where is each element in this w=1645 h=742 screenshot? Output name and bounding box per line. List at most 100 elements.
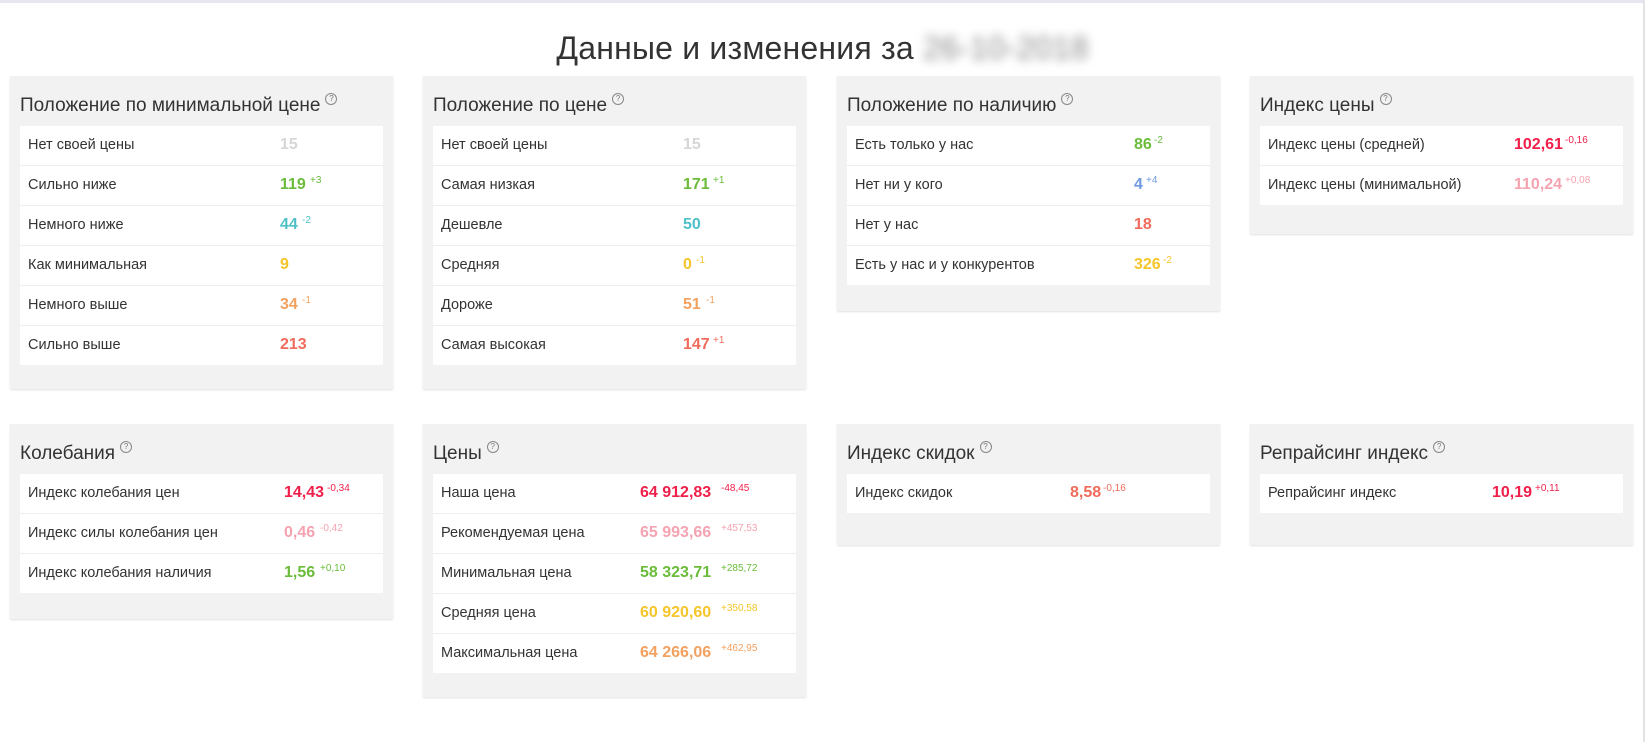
metric-delta: +350,58 xyxy=(721,603,758,614)
metric-label: Нет своей цены xyxy=(441,137,548,153)
metric-label: Есть только у нас xyxy=(855,137,974,153)
metric-row: Индекс колебания наличия 1,56 +0,10 xyxy=(20,554,383,593)
metric-delta: +3 xyxy=(310,175,322,186)
metric-value: 10,19 xyxy=(1492,484,1533,501)
metric-delta: -0,16 xyxy=(1565,135,1588,146)
metric-delta: +1 xyxy=(713,335,725,346)
panel-prices: Цены? Наша цена 64 912,83 -48,45 Рекоменду… xyxy=(423,424,806,697)
panel-title-text: Колебания xyxy=(20,443,116,464)
metric-value: 15 xyxy=(683,136,701,153)
metric-row: Дешевле 50 xyxy=(433,206,796,246)
panel-title: Цены? xyxy=(433,441,499,465)
panel-title: Положение по цене? xyxy=(433,93,625,117)
metric-row: Индекс колебания цен 14,43 -0,34 xyxy=(20,474,383,514)
metric-label: Сильно ниже xyxy=(28,177,117,193)
metric-label: Средняя xyxy=(441,257,500,273)
metric-list: Индекс цены (средней) 102,61 -0,16 Индекс … xyxy=(1260,126,1623,205)
panel-min-price-position: Положение по минимальной цене? Нет своей… xyxy=(10,76,393,389)
metric-value: 4 xyxy=(1134,176,1143,193)
metric-value: 15 xyxy=(280,136,298,153)
panel-repricing-index: Репрайсинг индекс? Репрайсинг индекс 10,1… xyxy=(1250,424,1633,545)
metric-delta: -2 xyxy=(302,215,311,226)
page-title: Данные и изменения за 26-10-2018 xyxy=(0,30,1645,67)
metric-value: 51 xyxy=(683,296,701,313)
panel-title: Индекс скидок? xyxy=(847,441,992,465)
metric-row: Как минимальная 9 xyxy=(20,246,383,286)
metric-row: Индекс цены (средней) 102,61 -0,16 xyxy=(1260,126,1623,166)
panel-title: Индекс цены? xyxy=(1260,93,1392,117)
metric-value: 60 920,60 xyxy=(640,604,712,621)
page-title-text: Данные и изменения за xyxy=(556,30,914,66)
metric-value: 58 323,71 xyxy=(640,564,712,581)
metric-value: 0 xyxy=(683,256,692,273)
panel-title-text: Положение по наличию xyxy=(847,95,1057,116)
metric-delta: -0,34 xyxy=(327,483,350,494)
panel-price-position: Положение по цене? Нет своей цены 15 Сама… xyxy=(423,76,806,389)
metric-label: Наша цена xyxy=(441,485,516,501)
metric-row: Есть у нас и у конкурентов 326 -2 xyxy=(847,246,1210,285)
help-icon[interactable]: ? xyxy=(325,93,338,105)
metric-value: 50 xyxy=(683,216,701,233)
metric-row: Сильно ниже 119 +3 xyxy=(20,166,383,206)
metric-delta: -1 xyxy=(302,295,311,306)
metric-value: 147 xyxy=(683,336,710,353)
metric-label: Индекс колебания цен xyxy=(28,485,180,501)
metric-label: Нет ни у кого xyxy=(855,177,943,193)
help-icon[interactable]: ? xyxy=(1379,93,1392,105)
metric-list: Индекс скидок 8,58 -0,16 xyxy=(847,474,1210,513)
metric-label: Нет у нас xyxy=(855,217,919,233)
metric-list: Нет своей цены 15 Сильно ниже 119 +3 Немног… xyxy=(20,126,383,365)
help-icon[interactable]: ? xyxy=(979,441,992,453)
metric-value: 14,43 xyxy=(284,484,325,501)
metric-delta: -0,42 xyxy=(320,523,343,534)
metric-label: Минимальная цена xyxy=(441,565,572,581)
metric-label: Рекомендуемая цена xyxy=(441,525,585,541)
metric-row: Средняя 0 -1 xyxy=(433,246,796,286)
help-icon[interactable]: ? xyxy=(120,441,133,453)
help-icon[interactable]: ? xyxy=(1433,441,1446,453)
panel-title-text: Репрайсинг индекс xyxy=(1260,443,1429,464)
panel-title-text: Положение по минимальной цене xyxy=(20,95,321,116)
metric-row: Нет у нас 18 xyxy=(847,206,1210,246)
panel-availability-position: Положение по наличию? Есть только у нас 8… xyxy=(837,76,1220,311)
metric-value: 213 xyxy=(280,336,307,353)
panel-fluctuations: Колебания? Индекс колебания цен 14,43 -0,3… xyxy=(10,424,393,619)
metric-row: Нет своей цены 15 xyxy=(20,126,383,166)
panel-title: Репрайсинг индекс? xyxy=(1260,441,1446,465)
metric-label: Дешевле xyxy=(441,217,503,233)
metric-list: Есть только у нас 86 -2 Нет ни у кого 4 +4 Н… xyxy=(847,126,1210,285)
metric-label: Немного выше xyxy=(28,297,128,313)
metric-list: Индекс колебания цен 14,43 -0,34 Индекс си… xyxy=(20,474,383,593)
metric-row: Рекомендуемая цена 65 993,66 +457,53 xyxy=(433,514,796,554)
metric-row: Немного ниже 44 -2 xyxy=(20,206,383,246)
metric-label: Как минимальная xyxy=(28,257,148,273)
metric-value: 64 912,83 xyxy=(640,484,712,501)
metric-row: Самая высокая 147 +1 xyxy=(433,326,796,365)
metric-row: Репрайсинг индекс 10,19 +0,11 xyxy=(1260,474,1623,513)
metric-row: Минимальная цена 58 323,71 +285,72 xyxy=(433,554,796,594)
metric-value: 102,61 xyxy=(1514,136,1563,153)
metric-delta: +1 xyxy=(713,175,725,186)
metric-label: Немного ниже xyxy=(28,217,124,233)
help-icon[interactable]: ? xyxy=(486,441,499,453)
metric-value: 1,56 xyxy=(284,564,316,581)
metric-value: 9 xyxy=(280,256,289,273)
panel-title-text: Положение по цене xyxy=(433,95,608,116)
metric-delta: -48,45 xyxy=(721,483,750,494)
metric-value: 0,46 xyxy=(284,524,316,541)
help-icon[interactable]: ? xyxy=(612,93,625,105)
metric-row: Сильно выше 213 xyxy=(20,326,383,365)
panel-title-text: Индекс цены xyxy=(1260,95,1375,116)
panel-title-text: Цены xyxy=(433,443,482,464)
panel-title: Колебания? xyxy=(20,441,133,465)
metric-label: Средняя цена xyxy=(441,605,536,621)
scrollbar-track[interactable] xyxy=(1643,0,1645,742)
metric-value: 64 266,06 xyxy=(640,644,712,661)
help-icon[interactable]: ? xyxy=(1061,93,1074,105)
metric-value: 86 xyxy=(1134,136,1152,153)
metric-label: Индекс силы колебания цен xyxy=(28,525,218,541)
metric-value: 44 xyxy=(280,216,298,233)
metric-row: Дороже 51 -1 xyxy=(433,286,796,326)
metric-delta: +0,08 xyxy=(1565,175,1591,186)
metric-delta: -1 xyxy=(696,255,705,266)
